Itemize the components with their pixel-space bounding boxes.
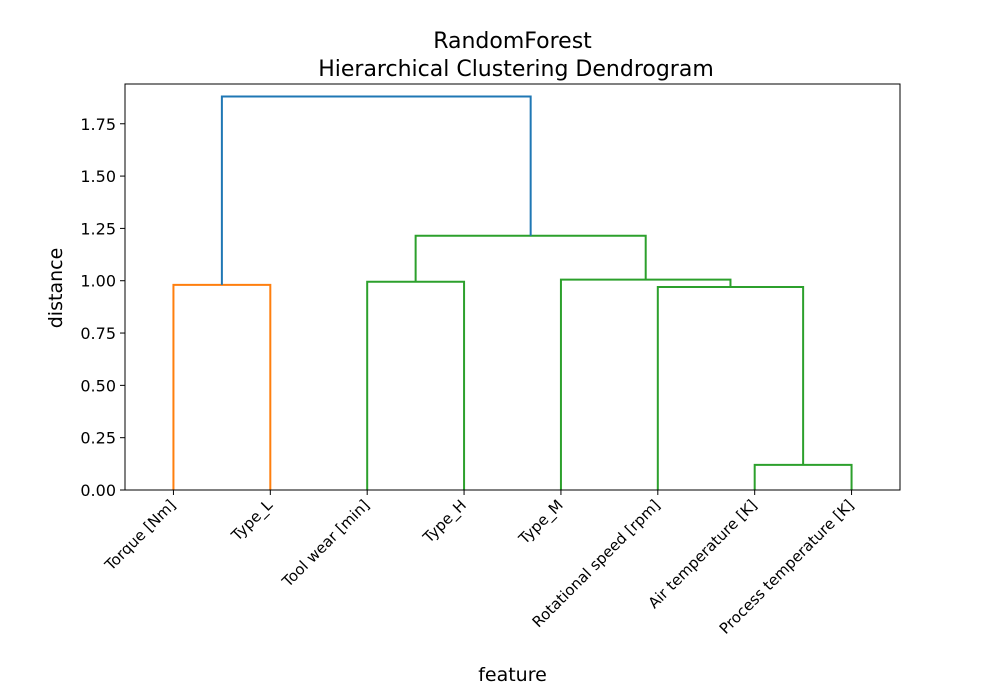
y-tick-label: 1.00 <box>80 272 116 291</box>
dendrogram-link <box>559 278 732 490</box>
chart-title: RandomForest <box>433 29 592 54</box>
x-axis-label: feature <box>478 664 547 686</box>
y-axis-label: distance <box>45 248 67 329</box>
x-tick-label: Torque [Nm] <box>101 496 180 575</box>
x-tick-label: Tool wear [min] <box>278 496 373 591</box>
dendrogram-link <box>414 234 647 282</box>
y-tick-label: 0.00 <box>80 481 116 500</box>
y-tick-label: 1.25 <box>80 219 116 238</box>
axis-ticks: 0.00 0.25 0.50 0.75 1.00 1.25 1.50 1.75 Torque [… <box>80 115 857 638</box>
x-tick-label: Type_M <box>515 496 568 549</box>
y-tick-label: 1.50 <box>80 167 116 186</box>
dendrogram-link <box>172 283 272 490</box>
dendrogram-link <box>753 463 853 490</box>
x-tick-label: Type_L <box>227 496 277 546</box>
plot-frame <box>124 83 901 491</box>
dendrogram-links <box>172 95 853 490</box>
chart-subtitle: Hierarchical Clustering Dendrogram <box>318 57 714 82</box>
dendrogram-link <box>366 280 466 490</box>
y-tick-label: 0.75 <box>80 324 116 343</box>
x-tick-label: Air temperature [K] <box>645 496 761 612</box>
dendrogram-link <box>220 95 532 285</box>
y-tick-label: 0.50 <box>80 376 116 395</box>
x-tick-label: Type_H <box>419 496 471 548</box>
y-tick-label: 0.25 <box>80 429 116 448</box>
dendrogram-link <box>656 286 805 490</box>
y-tick-label: 1.75 <box>80 115 116 134</box>
